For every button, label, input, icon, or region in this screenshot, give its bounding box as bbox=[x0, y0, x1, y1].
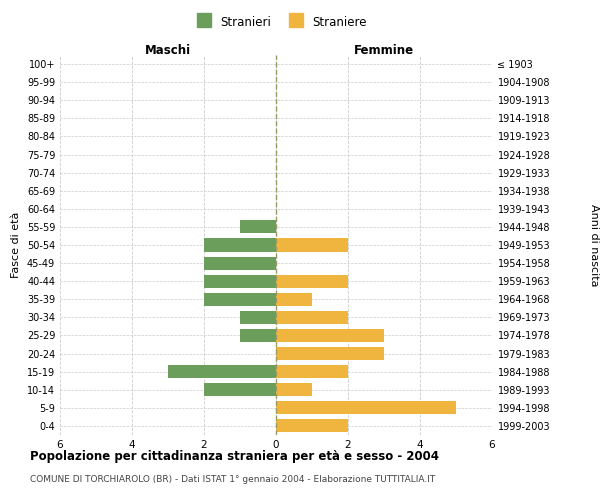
Bar bbox=[240, 311, 276, 324]
Bar bbox=[276, 402, 456, 414]
Bar bbox=[276, 311, 348, 324]
Bar bbox=[276, 383, 312, 396]
Bar bbox=[276, 365, 348, 378]
Bar bbox=[168, 365, 276, 378]
Bar bbox=[204, 383, 276, 396]
Bar bbox=[276, 420, 348, 432]
Text: Femmine: Femmine bbox=[354, 44, 414, 57]
Bar bbox=[204, 256, 276, 270]
Bar bbox=[276, 274, 348, 287]
Text: Maschi: Maschi bbox=[145, 44, 191, 57]
Bar bbox=[240, 220, 276, 234]
Bar bbox=[204, 274, 276, 287]
Bar bbox=[276, 293, 312, 306]
Bar bbox=[204, 293, 276, 306]
Bar bbox=[276, 347, 384, 360]
Y-axis label: Fasce di età: Fasce di età bbox=[11, 212, 21, 278]
Text: Popolazione per cittadinanza straniera per età e sesso - 2004: Popolazione per cittadinanza straniera p… bbox=[30, 450, 439, 463]
Bar bbox=[240, 329, 276, 342]
Bar bbox=[204, 238, 276, 252]
Legend: Stranieri, Straniere: Stranieri, Straniere bbox=[192, 11, 372, 34]
Bar bbox=[276, 238, 348, 252]
Text: Anni di nascita: Anni di nascita bbox=[589, 204, 599, 286]
Bar bbox=[276, 329, 384, 342]
Text: COMUNE DI TORCHIAROLO (BR) - Dati ISTAT 1° gennaio 2004 - Elaborazione TUTTITALI: COMUNE DI TORCHIAROLO (BR) - Dati ISTAT … bbox=[30, 475, 435, 484]
